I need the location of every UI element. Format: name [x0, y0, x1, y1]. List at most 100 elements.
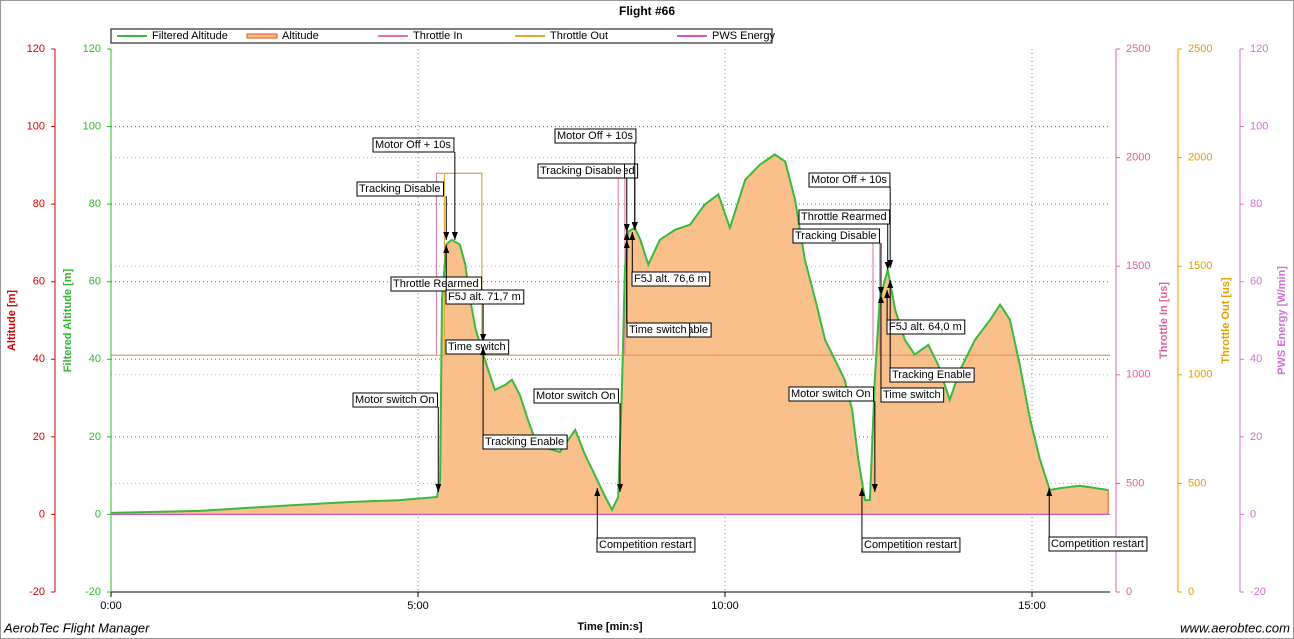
annotation: Time switch — [445, 339, 510, 355]
legend-swatch — [246, 33, 278, 39]
y-tick-label: 1000 — [1188, 369, 1212, 381]
arrow-head — [480, 347, 487, 355]
y-tick-label: 500 — [1126, 477, 1144, 489]
y-tick-label: 0 — [1250, 508, 1256, 520]
annotation: Motor switch On — [788, 386, 878, 492]
annotation-label: F5J alt. 76,6 m — [634, 273, 707, 285]
annotation: Competition restart — [1046, 488, 1148, 552]
y-tick-label: 120 — [27, 43, 45, 55]
arrow-head — [629, 232, 636, 240]
annotation-box — [880, 387, 945, 403]
annotation-box — [390, 276, 483, 292]
annotation: Competition restart — [858, 488, 961, 553]
annotation: Tracking Disable — [792, 228, 884, 295]
y-tick-label: 100 — [1250, 120, 1268, 132]
arrow-head — [887, 260, 894, 268]
annotation-box — [798, 209, 891, 225]
arrow-head — [884, 290, 891, 298]
annotation: Tracking Disable — [537, 163, 630, 232]
annotation-label: Tracking Disable — [359, 183, 441, 195]
annotation-box — [533, 388, 619, 404]
arrow-head — [623, 224, 630, 232]
annotation-label: Competition restart — [864, 539, 957, 551]
annotation: Throttle Rearmed — [798, 209, 891, 270]
y-tick-label: 0 — [1188, 586, 1194, 598]
arrow-head — [623, 232, 630, 240]
arrow-head — [480, 334, 487, 342]
annotation: F5J alt. 64,0 m — [884, 290, 966, 335]
chart-title: Flight #66 — [619, 4, 675, 18]
y-tick-label: 20 — [89, 431, 101, 443]
y-axis-label: Throttle In [us] — [1158, 282, 1170, 359]
y-tick-label: -20 — [85, 586, 101, 598]
y-tick-label: 20 — [1250, 431, 1262, 443]
arrow-head — [877, 295, 884, 303]
annotation: Motor switch On — [352, 392, 442, 492]
annotation-label: Competition restart — [599, 539, 692, 551]
annotation-box — [788, 386, 874, 402]
y-axis-label: Altitude [m] — [6, 290, 18, 351]
annotation: Tracking Disable — [356, 181, 450, 240]
y-tick-label: 60 — [1250, 276, 1262, 288]
y-tick-label: 60 — [89, 276, 101, 288]
annotation: Motor switch On — [533, 388, 624, 492]
annotation-box — [537, 163, 626, 179]
x-tick-label: 5:00 — [407, 600, 428, 612]
annotation-box — [482, 434, 568, 450]
x-tick-label: 10:00 — [711, 600, 739, 612]
annotation-box — [596, 537, 696, 553]
y-tick-label: 80 — [89, 198, 101, 210]
y-tick-label: 0 — [95, 508, 101, 520]
arrow-head — [871, 484, 878, 492]
y-axis-label: Throttle Out [us] — [1220, 277, 1232, 363]
annotation-box — [861, 537, 961, 553]
annotation: Time switch — [623, 232, 691, 338]
arrow-head — [443, 245, 450, 253]
y-tick-label: 120 — [83, 43, 101, 55]
annotation: Motor Off + 10s — [808, 172, 894, 268]
arrow-head — [631, 222, 638, 230]
annotation-label: Tracking Disable — [795, 230, 877, 242]
annotation-label: Time switch — [629, 324, 687, 336]
legend-label: Altitude — [282, 30, 319, 42]
annotation: Motor Off + 10s — [554, 128, 638, 230]
annotation-label: Motor Off + 10s — [557, 130, 633, 142]
annotation-label: F5J alt. 71,7 m — [448, 291, 521, 303]
y-tick-label: 20 — [33, 431, 45, 443]
y-tick-label: -20 — [29, 586, 45, 598]
arrow-head — [877, 287, 884, 295]
annotation-box — [372, 137, 455, 153]
y-tick-label: 120 — [1250, 43, 1268, 55]
footer-left: AerobTec Flight Manager — [3, 620, 150, 635]
y-tick-label: 2000 — [1188, 152, 1212, 164]
annotation-label: Time switch — [448, 341, 506, 353]
y-tick-label: 1000 — [1126, 369, 1150, 381]
arrow-head — [887, 280, 894, 288]
annotation-box — [631, 271, 711, 287]
y-tick-label: 40 — [33, 353, 45, 365]
y-tick-label: 0 — [39, 508, 45, 520]
arrow-head — [443, 232, 450, 240]
annotation: Tracking Enable — [480, 347, 568, 450]
y-tick-label: 1500 — [1126, 260, 1150, 272]
y-tick-label: 40 — [89, 353, 101, 365]
annotation-box — [626, 322, 691, 338]
footer-right: www.aerobtec.com — [1180, 620, 1290, 635]
arrow-head — [617, 484, 624, 492]
legend-label: Filtered Altitude — [152, 30, 228, 42]
annotation-box — [554, 128, 637, 144]
annotation: Motor Off + 10s — [372, 137, 458, 240]
y-tick-label: 0 — [1126, 586, 1132, 598]
y-tick-label: 500 — [1188, 477, 1206, 489]
annotation-label: Throttle Rearmed — [393, 278, 479, 290]
annotation-label: Motor switch On — [791, 388, 870, 400]
annotation: Tracking Enable — [887, 280, 975, 383]
annotation-box — [445, 289, 525, 305]
y-tick-label: 2000 — [1126, 152, 1150, 164]
annotation: F5J alt. 76,6 m — [629, 232, 711, 287]
annotation-box — [792, 228, 881, 244]
annotation-label: F5J alt. 64,0 m — [889, 321, 962, 333]
annotation-box — [1048, 536, 1148, 552]
annotation-label: Competition restart — [1051, 538, 1144, 550]
